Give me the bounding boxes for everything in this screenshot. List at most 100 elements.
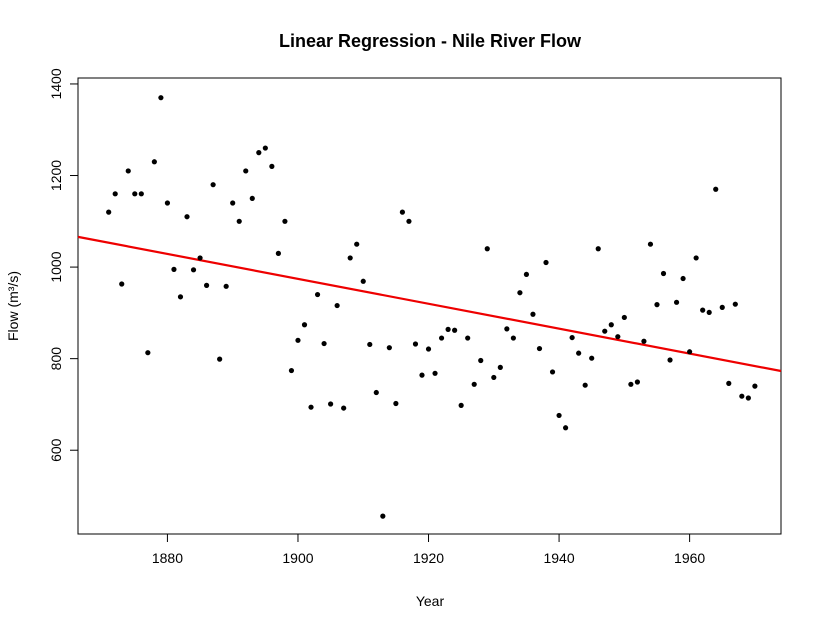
data-point [504,326,510,332]
data-point [687,349,693,355]
data-point [706,309,712,316]
data-point [132,191,138,197]
data-point [236,218,242,224]
data-point [732,301,738,307]
data-point [634,379,640,385]
data-point [171,266,177,272]
data-point [438,335,445,341]
data-point [700,307,706,313]
data-point [660,270,667,277]
data-point [719,304,725,310]
data-point [386,345,392,351]
data-point [393,400,399,407]
x-axis: 1880 1900 1920 1940 1960 [152,533,705,566]
data-point [497,364,503,370]
data-point [549,369,556,375]
data-point [419,372,425,378]
data-point [556,412,562,419]
data-point [119,281,125,287]
data-point [641,338,647,344]
y-tick-label: 1000 [48,251,64,282]
data-point [177,294,184,300]
data-point [680,275,686,282]
data-point [203,282,210,288]
data-point [367,341,373,348]
data-point [621,314,627,321]
y-tick-label: 1200 [48,160,64,191]
data-point [615,334,621,340]
data-point [693,255,699,261]
data-point [739,393,745,399]
data-point [145,350,151,356]
data-point [582,382,588,388]
data-point [517,290,523,296]
data-point [328,401,334,407]
data-point [562,425,569,431]
data-point [673,299,680,305]
data-point [282,218,288,224]
y-tick-label: 800 [48,347,64,371]
data-point [713,186,719,192]
data-point [628,381,634,387]
data-point [491,374,497,381]
data-point [432,370,438,376]
data-point [576,350,582,356]
data-point [589,355,595,361]
data-point [106,209,112,215]
data-point [478,357,484,364]
data-point [223,283,229,289]
data-point [138,191,144,197]
y-tick-label: 1400 [48,68,64,99]
data-point [243,168,249,174]
data-point [354,241,360,247]
x-tick-label: 1960 [674,550,705,566]
data-point [458,402,464,408]
data-points [106,95,758,519]
data-point [190,267,197,273]
data-point [262,145,268,151]
data-point [445,326,451,332]
data-point [530,311,536,317]
data-point [210,182,216,188]
data-point [406,218,412,224]
data-point [341,405,347,411]
data-point [595,246,601,252]
data-point [654,302,660,308]
data-point [465,335,471,341]
plot-frame [77,77,782,535]
regression-line-group [77,235,782,373]
data-point [295,337,301,343]
x-tick-label: 1900 [282,550,313,566]
data-point [301,322,308,328]
data-point [373,389,379,396]
data-point [158,95,164,101]
data-point [217,356,223,362]
y-axis-label: Flow (m³/s) [5,271,21,341]
data-point [321,340,327,347]
data-point [249,195,255,202]
data-point [745,395,751,401]
x-axis-label: Year [416,593,445,609]
data-point [667,357,673,363]
data-point [314,291,321,298]
data-point [380,513,386,519]
data-point [269,163,275,169]
data-point [112,191,118,197]
data-point [184,214,190,220]
data-point [510,335,516,341]
data-point [125,168,131,174]
data-point [452,327,458,333]
data-point [308,404,314,410]
x-tick-label: 1940 [543,550,574,566]
data-point [523,271,530,278]
data-point [608,322,614,328]
data-point [484,246,490,252]
data-point [347,255,353,261]
data-point [543,259,549,266]
x-tick-label: 1920 [413,550,444,566]
data-point [230,200,236,206]
data-point [151,159,157,165]
data-point [360,278,366,284]
